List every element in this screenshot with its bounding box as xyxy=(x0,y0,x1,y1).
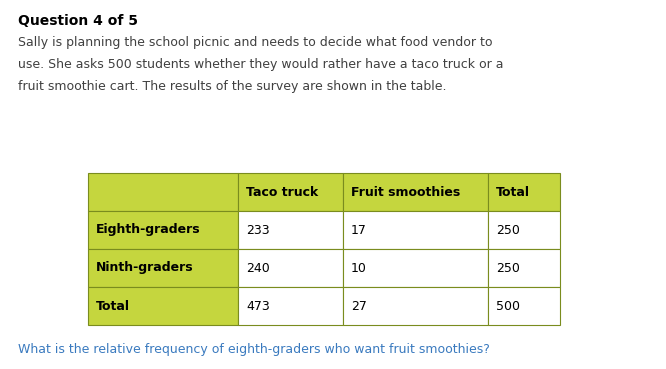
Bar xyxy=(488,211,560,249)
Text: Eighth-graders: Eighth-graders xyxy=(96,224,200,237)
Text: Taco truck: Taco truck xyxy=(246,186,318,199)
Text: 250: 250 xyxy=(496,224,520,237)
Bar xyxy=(238,211,343,249)
Text: 500: 500 xyxy=(496,300,520,313)
Text: Total: Total xyxy=(496,186,530,199)
Text: 233: 233 xyxy=(246,224,270,237)
Bar xyxy=(88,249,238,287)
Text: 473: 473 xyxy=(246,300,270,313)
Bar xyxy=(88,287,238,325)
Bar xyxy=(488,249,560,287)
Text: 240: 240 xyxy=(246,262,270,275)
Text: Total: Total xyxy=(96,300,130,313)
Text: Fruit smoothies: Fruit smoothies xyxy=(351,186,460,199)
Text: use. She asks 500 students whether they would rather have a taco truck or a: use. She asks 500 students whether they … xyxy=(18,58,503,71)
Text: Ninth-graders: Ninth-graders xyxy=(96,262,194,275)
Text: Sally is planning the school picnic and needs to decide what food vendor to: Sally is planning the school picnic and … xyxy=(18,36,492,49)
Bar xyxy=(343,249,488,287)
Bar xyxy=(238,287,343,325)
Text: Question 4 of 5: Question 4 of 5 xyxy=(18,14,138,28)
Bar xyxy=(238,249,343,287)
Bar xyxy=(488,287,560,325)
Text: 250: 250 xyxy=(496,262,520,275)
Bar xyxy=(88,173,238,211)
Bar xyxy=(343,211,488,249)
Text: 27: 27 xyxy=(351,300,367,313)
Text: What is the relative frequency of eighth-graders who want fruit smoothies?: What is the relative frequency of eighth… xyxy=(18,343,490,356)
Text: 10: 10 xyxy=(351,262,367,275)
Bar xyxy=(343,173,488,211)
Bar xyxy=(343,287,488,325)
Text: 17: 17 xyxy=(351,224,367,237)
Bar xyxy=(488,173,560,211)
Bar xyxy=(88,211,238,249)
Bar xyxy=(238,173,343,211)
Text: fruit smoothie cart. The results of the survey are shown in the table.: fruit smoothie cart. The results of the … xyxy=(18,80,446,93)
